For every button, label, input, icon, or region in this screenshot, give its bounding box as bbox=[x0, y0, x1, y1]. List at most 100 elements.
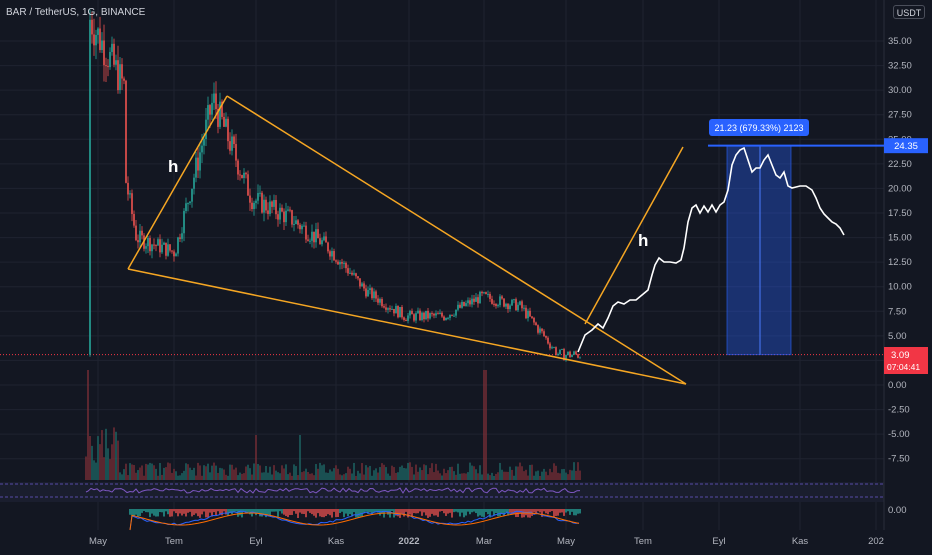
time-tick-label: Tem bbox=[634, 536, 652, 547]
macd-histogram-bar bbox=[327, 509, 329, 515]
volume-bar bbox=[497, 472, 499, 480]
candle-body bbox=[391, 308, 393, 310]
volume-bar bbox=[311, 473, 313, 480]
currency-label[interactable]: USDT bbox=[893, 5, 925, 19]
candle-body bbox=[297, 220, 299, 225]
macd-histogram-bar bbox=[219, 509, 221, 515]
candle-body bbox=[243, 172, 245, 178]
macd-histogram-bar bbox=[533, 509, 535, 513]
candle-body bbox=[267, 210, 269, 214]
candle-body bbox=[125, 80, 127, 183]
volume-bar bbox=[537, 470, 539, 480]
volume-bar bbox=[207, 463, 209, 480]
macd-histogram-bar bbox=[271, 509, 273, 512]
candle-body bbox=[127, 182, 129, 195]
candle-body bbox=[327, 242, 329, 252]
measure-label-box bbox=[709, 119, 809, 136]
macd-histogram-bar bbox=[319, 509, 321, 517]
volume-bar bbox=[391, 465, 393, 480]
volume-bar bbox=[263, 472, 265, 480]
volume-bar bbox=[283, 468, 285, 480]
macd-histogram-bar bbox=[183, 509, 185, 514]
volume-bar bbox=[491, 472, 493, 480]
macd-histogram-bar bbox=[425, 509, 427, 516]
macd-histogram-bar bbox=[221, 509, 223, 516]
volume-bar bbox=[89, 435, 91, 480]
macd-histogram-bar bbox=[157, 509, 159, 517]
macd-histogram-bar bbox=[277, 509, 279, 517]
volume-bar bbox=[313, 475, 315, 480]
volume-bar bbox=[147, 464, 149, 480]
candle-body bbox=[451, 314, 453, 316]
macd-histogram-bar bbox=[479, 509, 481, 516]
candle-body bbox=[223, 116, 225, 127]
volume-bar bbox=[155, 468, 157, 480]
rsi-line bbox=[85, 487, 581, 494]
candle-body bbox=[503, 298, 505, 307]
candle-body bbox=[233, 136, 235, 145]
macd-histogram-bar bbox=[469, 509, 471, 515]
macd-histogram-bar bbox=[567, 509, 569, 512]
candle-body bbox=[203, 138, 205, 146]
volume-bar bbox=[355, 475, 357, 480]
candle-body bbox=[307, 239, 309, 241]
volume-bar bbox=[275, 470, 277, 480]
macd-histogram-bar bbox=[489, 509, 491, 518]
volume-bar bbox=[279, 473, 281, 480]
macd-histogram-bar bbox=[299, 509, 301, 513]
candle-body bbox=[351, 272, 353, 275]
volume-bar bbox=[501, 469, 503, 480]
volume-bar bbox=[307, 472, 309, 480]
candle-body bbox=[491, 298, 493, 304]
candle-body bbox=[115, 60, 117, 65]
volume-bar bbox=[495, 473, 497, 480]
candle-body bbox=[527, 310, 529, 319]
volume-bar bbox=[167, 462, 169, 480]
volume-bar bbox=[575, 470, 577, 480]
macd-histogram-bar bbox=[579, 509, 581, 514]
volume-bar bbox=[193, 467, 195, 480]
candle-body bbox=[463, 301, 465, 306]
macd-histogram-bar bbox=[419, 509, 421, 512]
volume-bar bbox=[257, 464, 259, 480]
macd-tick-label: 0.00 bbox=[888, 505, 907, 516]
price-tick-label: 27.50 bbox=[888, 110, 912, 121]
macd-histogram-bar bbox=[485, 509, 487, 513]
macd-histogram-bar bbox=[311, 509, 313, 515]
macd-histogram-bar bbox=[451, 509, 453, 518]
macd-histogram-bar bbox=[433, 509, 435, 516]
volume-bar bbox=[95, 462, 97, 480]
macd-histogram-bar bbox=[361, 509, 363, 517]
macd-histogram-bar bbox=[209, 509, 211, 513]
volume-bar bbox=[395, 472, 397, 480]
price-tick-label: 35.00 bbox=[888, 36, 912, 47]
time-tick-label: May bbox=[557, 536, 575, 547]
price-tick-label: 15.00 bbox=[888, 233, 912, 244]
candle-body bbox=[121, 64, 123, 79]
macd-histogram-bar bbox=[537, 509, 539, 512]
macd-histogram-bar bbox=[547, 509, 549, 515]
price-tick-label: 22.50 bbox=[888, 159, 912, 170]
candle-body bbox=[497, 305, 499, 307]
candle-body bbox=[537, 325, 539, 333]
volume-bar bbox=[341, 475, 343, 480]
candle-body bbox=[361, 283, 363, 287]
candle-body bbox=[185, 203, 187, 211]
volume-bar bbox=[485, 370, 487, 480]
candle-body bbox=[417, 310, 419, 314]
volume-bar bbox=[507, 471, 509, 480]
volume-bar bbox=[563, 468, 565, 480]
volume-bar bbox=[291, 475, 293, 480]
volume-bar bbox=[119, 472, 121, 480]
volume-bar bbox=[375, 468, 377, 480]
wedge-lower-line bbox=[127, 268, 687, 385]
volume-bar bbox=[127, 475, 129, 480]
volume-bar bbox=[105, 428, 107, 480]
candle-body bbox=[449, 314, 451, 318]
macd-histogram-bar bbox=[309, 509, 311, 513]
time-tick-label: Kas bbox=[328, 536, 345, 547]
volume-bar bbox=[249, 468, 251, 480]
macd-histogram-bar bbox=[227, 509, 229, 516]
symbol-title[interactable]: BAR / TetherUS, 1G, BINANCE bbox=[6, 7, 146, 18]
